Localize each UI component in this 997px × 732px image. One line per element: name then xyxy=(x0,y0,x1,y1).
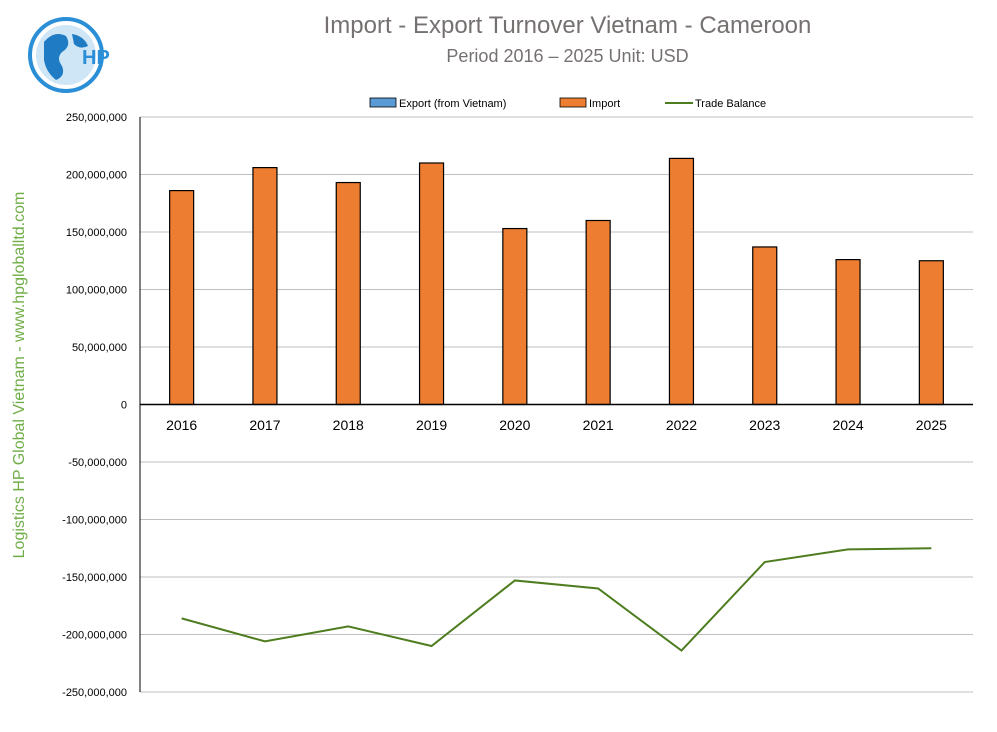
y-tick-label: 250,000,000 xyxy=(66,112,127,124)
import-bar xyxy=(668,157,695,406)
x-tick-label: 2025 xyxy=(916,417,947,433)
chart-title: Import - Export Turnover Vietnam - Camer… xyxy=(323,12,812,39)
legend-swatch xyxy=(369,97,397,108)
legend-label: Trade Balance xyxy=(695,98,766,110)
import-bar xyxy=(335,181,361,406)
x-tick-label: 2019 xyxy=(416,417,447,433)
import-bar xyxy=(252,167,278,406)
y-tick-label: 150,000,000 xyxy=(66,227,127,239)
x-tick-label: 2021 xyxy=(583,417,614,433)
legend-swatch xyxy=(559,97,587,108)
import-bar xyxy=(918,260,944,406)
hp-global-logo: HP xyxy=(28,17,110,93)
import-bar xyxy=(585,219,611,406)
y-tick-label: -200,000,000 xyxy=(62,630,127,642)
legend-label: Export (from Vietnam) xyxy=(399,98,506,110)
import-bar xyxy=(418,162,445,406)
legend-label: Import xyxy=(589,98,620,110)
y-tick-label: -100,000,000 xyxy=(62,515,127,527)
x-tick-label: 2020 xyxy=(499,417,530,433)
x-tick-label: 2016 xyxy=(166,417,197,433)
x-tick-label: 2023 xyxy=(749,417,780,433)
chart-subtitle: Period 2016 – 2025 Unit: USD xyxy=(446,46,689,66)
y-tick-label: -50,000,000 xyxy=(68,457,127,469)
y-tick-label: -150,000,000 xyxy=(62,572,127,584)
x-tick-label: 2017 xyxy=(249,417,280,433)
y-tick-label: -250,000,000 xyxy=(62,687,127,699)
y-tick-label: 0 xyxy=(121,400,127,412)
x-tick-label: 2024 xyxy=(832,417,863,433)
import-bar xyxy=(502,227,528,406)
import-bar xyxy=(169,190,195,406)
import-bar xyxy=(752,246,778,406)
y-tick-label: 200,000,000 xyxy=(66,170,127,182)
import-bar xyxy=(835,259,861,406)
x-tick-label: 2018 xyxy=(333,417,364,433)
x-tick-label: 2022 xyxy=(666,417,697,433)
y-tick-label: 50,000,000 xyxy=(72,342,127,354)
y-tick-label: 100,000,000 xyxy=(66,285,127,297)
logo-text: HP xyxy=(82,47,110,69)
trade-balance-line xyxy=(181,547,932,652)
